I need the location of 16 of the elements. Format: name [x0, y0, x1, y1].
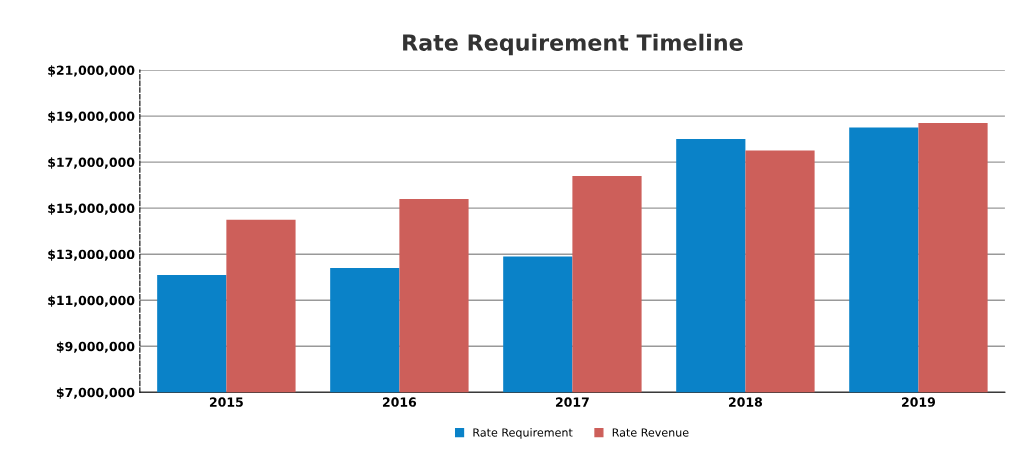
x-tick-label: 2017 — [555, 397, 589, 407]
x-tick-label: 2015 — [209, 397, 243, 407]
y-tick-label: $13,000,000 — [48, 249, 135, 261]
y-tick-label: $17,000,000 — [48, 157, 135, 169]
y-tick-label: $11,000,000 — [48, 295, 135, 307]
chart-title: Rate Requirement Timeline — [403, 33, 743, 56]
y-tick-label: $19,000,000 — [48, 111, 135, 123]
legend-label: Rate Revenue — [612, 428, 689, 437]
x-tick-label: 2019 — [902, 397, 936, 407]
legend-label: Rate Requirement — [473, 428, 573, 439]
y-tick-label: $21,000,000 — [48, 65, 135, 77]
y-tick-label: $7,000,000 — [56, 387, 135, 399]
y-tick-label: $9,000,000 — [56, 341, 135, 353]
y-tick-label: $15,000,000 — [48, 203, 135, 215]
x-tick-label: 2016 — [382, 397, 417, 407]
x-tick-label: 2018 — [729, 397, 763, 407]
